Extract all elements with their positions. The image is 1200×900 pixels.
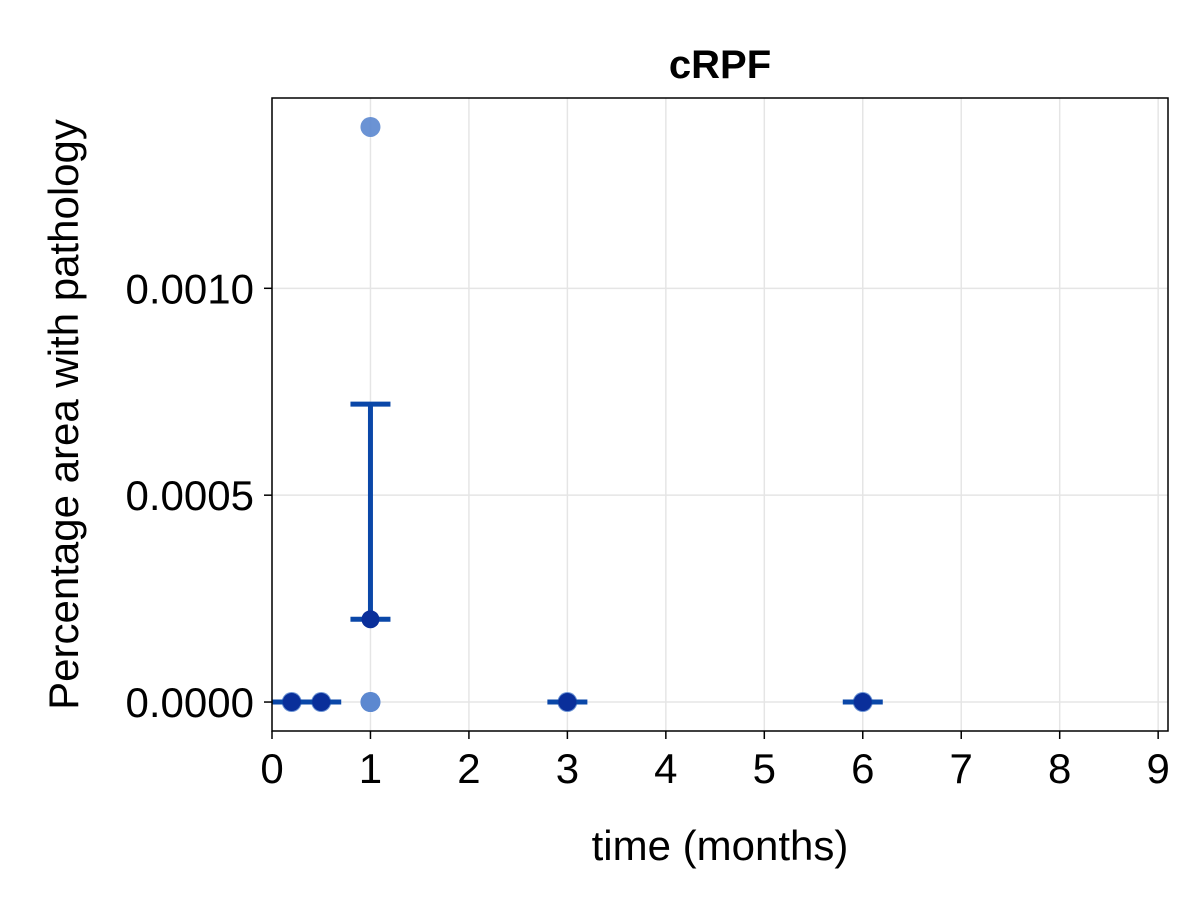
y-tick-label: 0.0000 [126, 679, 254, 726]
mean-point [853, 693, 872, 712]
plot-marks [271, 116, 883, 713]
x-axis-label: time (months) [592, 822, 849, 869]
grid [271, 98, 1168, 731]
x-tick-label: 4 [654, 745, 677, 792]
y-tick-label: 0.0005 [126, 472, 254, 519]
x-tick-label: 8 [1048, 745, 1071, 792]
x-tick-label: 3 [556, 745, 579, 792]
x-tick-label: 2 [457, 745, 480, 792]
data-point [360, 116, 381, 137]
axis-ticks: 0 1 2 3 4 5 6 7 8 9 0.0000 0.0005 0.0010 [126, 265, 1170, 792]
mean-point [282, 693, 301, 712]
plot-frame [271, 97, 1169, 732]
x-tick-label: 9 [1146, 745, 1169, 792]
mean-point [312, 693, 331, 712]
mean-point [558, 693, 577, 712]
x-tick-label: 1 [359, 745, 382, 792]
y-tick-label: 0.0010 [126, 265, 254, 312]
y-axis-label: Percentage area with pathology [40, 119, 87, 710]
chart-title: cRPF [669, 43, 771, 87]
data-point [360, 692, 381, 713]
x-tick-label: 6 [851, 745, 874, 792]
mean-point [361, 610, 380, 629]
x-tick-label: 5 [753, 745, 776, 792]
x-tick-label: 7 [950, 745, 973, 792]
x-tick-label: 0 [260, 745, 283, 792]
